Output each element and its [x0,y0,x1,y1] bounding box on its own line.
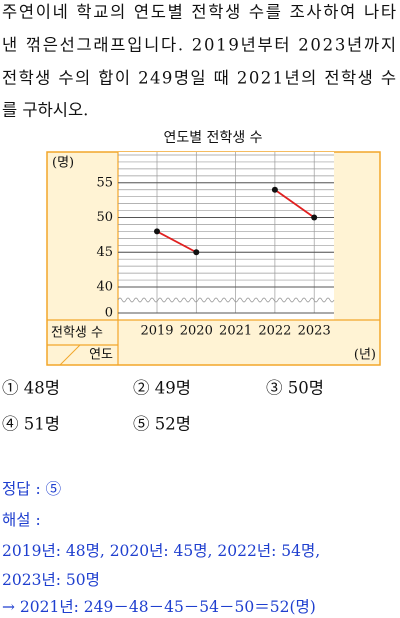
x-tick-label: 2020 [180,324,213,339]
choice: ③ 50명 [266,379,324,398]
explanation-line: 2023년: 50명 [2,571,100,589]
y-axis-label: 전학생 수 [51,326,103,341]
y-tick-label: 0 [105,306,113,321]
plot-area [118,152,334,320]
question-line: 주연이네 학교의 연도별 전학생 수를 조사하여 나타 [2,3,396,22]
y-tick-label: 55 [96,175,113,190]
cell-diagonal [59,344,81,366]
data-point [271,186,278,193]
x-unit: (년) [354,348,376,363]
y-tick-label: 45 [96,245,113,260]
x-tick-label: 2022 [258,324,291,339]
choice: ④ 51명 [2,415,60,434]
question-line: 전학생 수의 합이 249명일 때 2021년의 전학생 수 [2,69,396,88]
explanation-heading: 해설 : [2,511,41,529]
data-point [193,249,200,256]
plot: 0 40 45 50 55 2019 2020 2021 2022 2023 [96,152,335,339]
choice: ① 48명 [2,379,60,398]
line-segment [274,189,315,219]
question-line: 를 구하시오. [2,101,88,120]
axis-break [117,297,335,303]
y-unit: (명) [52,156,74,171]
x-tick-label: 2021 [219,324,252,339]
line-segment [156,230,197,254]
question-line: 낸 꺾은선그래프입니다. 2019년부터 2023년까지 [2,36,396,55]
explanation-line: 2019년: 48명, 2020년: 45명, 2022년: 54명, [2,542,320,560]
y-tick-label: 50 [96,210,113,225]
chart-title: 연도별 전학생 수 [163,130,262,146]
choice: ② 49명 [133,379,191,398]
x-tick-label: 2019 [140,324,173,339]
explanation-line: → 2021년: 249－48－45－54－50＝52(명) [2,598,316,616]
data-point [311,214,318,221]
x-tick-label: 2023 [298,324,331,339]
data-point [154,228,160,235]
answer: 정답 : ⑤ [2,480,61,498]
y-tick-label: 40 [96,280,113,295]
x-axis-label: 연도 [89,348,113,363]
choice: ⑤ 52명 [133,415,191,434]
